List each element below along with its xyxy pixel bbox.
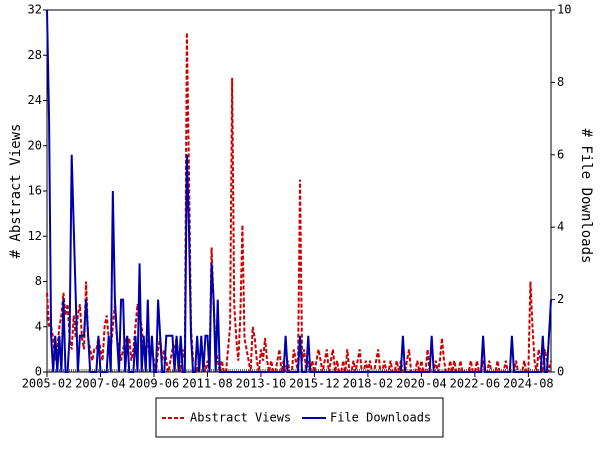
- x-tick-label: 2009-06: [129, 377, 180, 391]
- y-tick-label: 4: [35, 319, 42, 333]
- y-axis-label: # Abstract Views: [8, 124, 24, 259]
- y2-tick-label: 6: [557, 147, 564, 161]
- x-tick-label: 2013-10: [236, 377, 287, 391]
- x-tick-label: 2011-08: [182, 377, 233, 391]
- y-tick-label: 16: [28, 184, 42, 198]
- y2-tick-label: 2: [557, 292, 564, 306]
- y-tick-label: 0: [35, 365, 42, 379]
- x-tick-label: 2005-02: [22, 377, 73, 391]
- series-line: [46, 32, 552, 373]
- y2-tick-label: 10: [557, 3, 571, 17]
- y-tick-label: 8: [35, 274, 42, 288]
- x-tick-label: 2018-02: [343, 377, 394, 391]
- legend-box: [155, 397, 444, 438]
- y-tick-label: 20: [28, 138, 42, 152]
- y-tick-label: 28: [28, 48, 42, 62]
- y-tick-label: 12: [28, 229, 42, 243]
- y2-tick-label: 8: [557, 75, 564, 89]
- series-line: [46, 9, 552, 373]
- legend-label: File Downloads: [330, 411, 431, 425]
- x-tick-label: 2020-04: [396, 377, 447, 391]
- y-tick-label: 24: [28, 93, 42, 107]
- y-tick-label: 32: [28, 3, 42, 17]
- x-tick-label: 2022-06: [450, 377, 501, 391]
- x-tick-label: 2024-08: [503, 377, 554, 391]
- y2-axis-label: # File Downloads: [578, 129, 594, 264]
- y2-tick-label: 0: [557, 365, 564, 379]
- y2-tick-label: 4: [557, 220, 564, 234]
- legend-label: Abstract Views: [190, 411, 291, 425]
- x-tick-label: 2015-12: [289, 377, 340, 391]
- x-tick-label: 2007-04: [75, 377, 126, 391]
